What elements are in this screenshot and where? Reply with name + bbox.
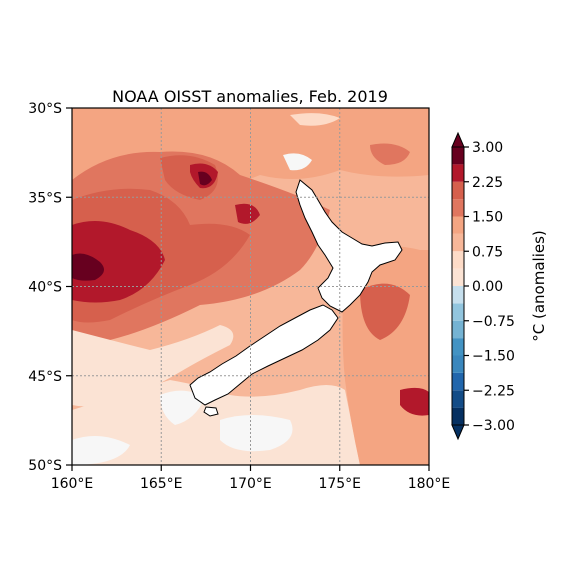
colorbar-segment (452, 164, 464, 182)
lon-tick-label: 180°E (408, 476, 451, 492)
lon-tick-label: 170°E (229, 476, 272, 492)
colorbar-label: °C (anomalies) (530, 230, 548, 342)
hot-spot-central (235, 203, 260, 224)
lon-tick-label: 165°E (140, 476, 183, 492)
peak-west (72, 253, 104, 281)
colorbar-segment (452, 268, 464, 286)
gridlines (72, 108, 429, 465)
neutral-patch-north (283, 153, 312, 171)
colorbar-segment (452, 355, 464, 373)
light-warm-south (72, 380, 360, 465)
colorbar-segment (452, 147, 464, 165)
warm-spot-east (360, 283, 410, 340)
lat-tick-label: 50°S (28, 458, 62, 474)
lat-tick-label: 30°S (28, 101, 62, 117)
colorbar-segment (452, 181, 464, 200)
colorbar-extend-min (451, 424, 465, 441)
colorbar-segment (452, 251, 464, 269)
map-title: NOAA OISST anomalies, Feb. 2019 (112, 87, 388, 106)
new-zealand-land (189, 179, 403, 417)
neutral-patch-south-2 (220, 415, 293, 452)
lat-tick-label: 35°S (28, 190, 62, 206)
south-island (189, 304, 339, 406)
hot-spot-southeast (400, 387, 429, 416)
colorbar-segment (452, 216, 464, 234)
lon-tick-label: 175°E (318, 476, 361, 492)
colorbar-tick-label: 1.50 (472, 210, 503, 226)
hot-core-west (72, 221, 165, 303)
lat-tick-label: 45°S (28, 369, 62, 385)
colorbar-segment (452, 407, 464, 425)
colorbar-tick-label: −1.50 (472, 349, 515, 365)
colorbar-segment (452, 372, 464, 391)
colorbar-segment (452, 233, 464, 252)
warm-spot-northeast (370, 143, 410, 165)
peak-north (198, 171, 212, 186)
colorbar-tick-label: −0.75 (472, 314, 515, 330)
light-warm-north (290, 113, 340, 126)
lat-tick-label: 40°S (28, 280, 62, 296)
colorbar-segment (452, 338, 464, 356)
colorbar-segment (452, 286, 464, 304)
light-warm-southwest (72, 325, 234, 407)
colorbar-tick-label: 2.25 (472, 175, 503, 191)
colorbar-segment (452, 390, 464, 408)
colorbar-tick-label: 3.00 (472, 140, 503, 156)
colorbar-tick-label: 0.75 (472, 244, 503, 260)
colorbar-tick-label: 0.00 (472, 279, 503, 295)
neutral-patch-southwest (72, 436, 130, 465)
longitude-axis: 160°E 165°E 170°E 175°E 180°E (51, 465, 451, 492)
north-island (295, 179, 403, 313)
colorbar-segment (452, 199, 464, 217)
stewart-island (203, 406, 219, 417)
neutral-patch-south (160, 390, 205, 425)
colorbar-extend-max (451, 131, 465, 148)
latitude-axis: 30°S 35°S 40°S 45°S 50°S (28, 101, 72, 474)
lon-tick-label: 160°E (51, 476, 94, 492)
colorbar (451, 131, 465, 441)
colorbar-segment (452, 303, 464, 321)
sst-anomaly-field (72, 108, 429, 465)
colorbar-segment (452, 320, 464, 339)
colorbar-ticks: 3.00 2.25 1.50 0.75 0.00 −0.75 −1.50 −2.25 −3.00 (464, 140, 515, 434)
colorbar-tick-label: −2.25 (472, 383, 515, 399)
colorbar-tick-label: −3.00 (472, 418, 515, 434)
